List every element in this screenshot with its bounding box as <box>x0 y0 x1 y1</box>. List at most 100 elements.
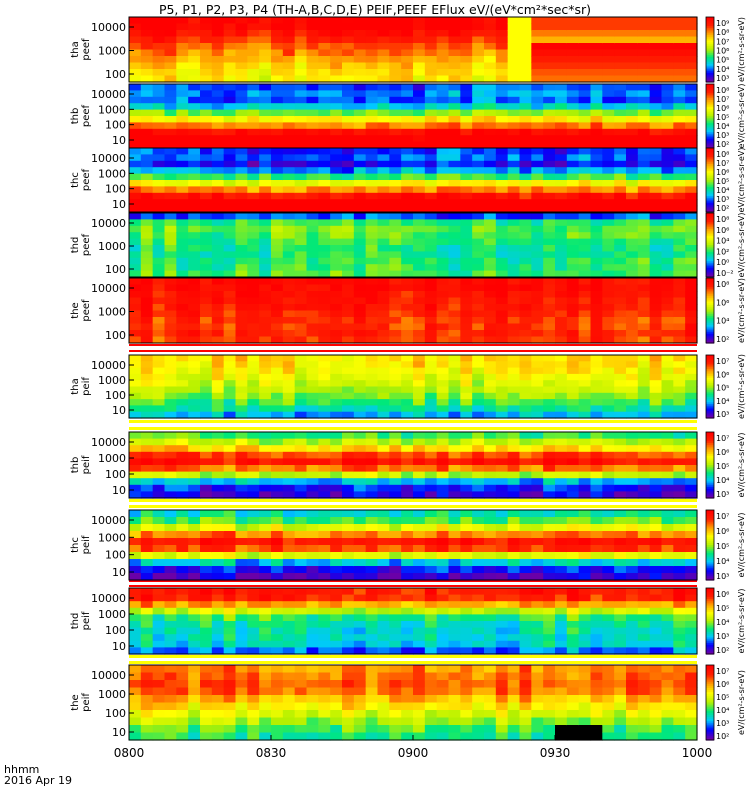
heatmap-cell <box>188 135 201 143</box>
heatmap-cell <box>614 90 627 98</box>
heatmap-cell <box>129 471 142 479</box>
heatmap-cell <box>247 90 260 98</box>
heatmap-cell <box>176 687 189 696</box>
heatmap-cell <box>259 386 272 394</box>
heatmap-cell <box>259 702 272 711</box>
heatmap-cell <box>164 432 177 440</box>
heatmap-cell <box>140 148 154 155</box>
colorbar-swatch <box>706 144 714 147</box>
heatmap-cell <box>401 264 414 272</box>
heatmap-cell <box>377 310 390 318</box>
heatmap-cell <box>578 380 592 388</box>
heatmap-cell <box>626 109 639 117</box>
heatmap-cell <box>306 84 319 91</box>
heatmap-cell <box>578 257 592 265</box>
heatmap-cell <box>448 573 461 581</box>
heatmap-cell <box>200 465 213 473</box>
heatmap-cell <box>223 545 237 553</box>
heatmap-cell <box>152 75 166 83</box>
heatmap-cell <box>282 399 296 406</box>
heatmap-cell <box>223 219 237 227</box>
heatmap-cell <box>519 291 532 299</box>
heatmap-cell <box>306 380 319 388</box>
heatmap-cell <box>614 465 627 473</box>
heatmap-cell <box>673 465 686 473</box>
heatmap-cell <box>389 251 402 259</box>
heatmap-cell <box>271 524 284 532</box>
heatmap-cell <box>661 478 674 486</box>
heatmap-cell <box>176 245 189 252</box>
heatmap-cell <box>200 386 213 394</box>
colorbar-swatch <box>706 321 714 324</box>
heatmap-cell <box>342 116 355 123</box>
heatmap-cell <box>448 49 461 57</box>
colorbar-swatch <box>706 312 714 315</box>
heatmap-cell <box>413 232 426 240</box>
heatmap-cell <box>259 96 272 104</box>
colorbar-swatch <box>706 101 714 105</box>
heatmap-cell <box>211 702 225 711</box>
heatmap-cell <box>472 559 485 567</box>
heatmap-cell <box>661 251 674 259</box>
heatmap-cell <box>223 103 237 111</box>
heatmap-cell <box>484 30 497 38</box>
heatmap-cell <box>555 478 568 486</box>
heatmap-cell <box>531 56 544 64</box>
heatmap-cell <box>519 116 532 123</box>
heatmap-cell <box>649 380 663 388</box>
heatmap-cell <box>129 199 142 207</box>
heatmap-cell <box>223 695 237 704</box>
heatmap-cell <box>377 566 390 574</box>
heatmap-cell <box>566 594 580 602</box>
heatmap-cell <box>436 559 450 567</box>
heatmap-cell <box>543 205 556 213</box>
heatmap-cell <box>164 310 177 318</box>
heatmap-cell <box>472 588 485 596</box>
heatmap-cell <box>330 245 343 252</box>
heatmap-cell <box>424 594 438 602</box>
heatmap-cell <box>306 251 319 259</box>
heatmap-cell <box>685 291 698 299</box>
heatmap-cell <box>176 173 189 181</box>
heatmap-cell <box>413 432 426 440</box>
heatmap-cell <box>424 552 438 560</box>
heatmap-cell <box>176 232 189 240</box>
heatmap-cell <box>259 640 272 648</box>
heatmap-cell <box>235 634 248 642</box>
heatmap-cell <box>140 49 154 57</box>
heatmap-cell <box>602 538 615 546</box>
heatmap-cell <box>211 478 225 486</box>
heatmap-cell <box>649 634 663 642</box>
heatmap-cell <box>211 167 225 175</box>
heatmap-cell <box>472 173 485 181</box>
heatmap-cell <box>211 103 225 111</box>
heatmap-cell <box>661 317 674 325</box>
heatmap-cell <box>519 361 532 369</box>
heatmap-cell <box>495 43 509 51</box>
heatmap-cell <box>271 96 284 104</box>
heatmap-cell <box>259 167 272 175</box>
heatmap-cell <box>259 264 272 272</box>
heatmap-cell <box>460 640 473 648</box>
colorbar-tick-label: 10⁶ <box>716 47 729 56</box>
heatmap-cell <box>271 251 284 259</box>
heatmap-cell <box>472 17 485 25</box>
heatmap-cell <box>353 36 367 44</box>
heatmap-cell <box>294 122 308 130</box>
heatmap-cell <box>436 192 450 200</box>
heatmap-cell <box>590 445 603 453</box>
heatmap-cell <box>685 552 698 560</box>
heatmap-cell <box>342 465 355 473</box>
heatmap-cell <box>164 717 177 726</box>
heatmap-cell <box>507 56 521 64</box>
heatmap-cell <box>211 23 225 31</box>
heatmap-cell <box>188 545 201 553</box>
heatmap-cell <box>602 545 615 553</box>
heatmap-cell <box>294 330 308 338</box>
heatmap-cell <box>519 167 532 175</box>
heatmap-cell <box>519 36 532 44</box>
heatmap-cell <box>401 128 414 136</box>
gap-line <box>129 350 697 352</box>
heatmap-cell <box>353 90 367 98</box>
heatmap-cell <box>401 647 414 655</box>
